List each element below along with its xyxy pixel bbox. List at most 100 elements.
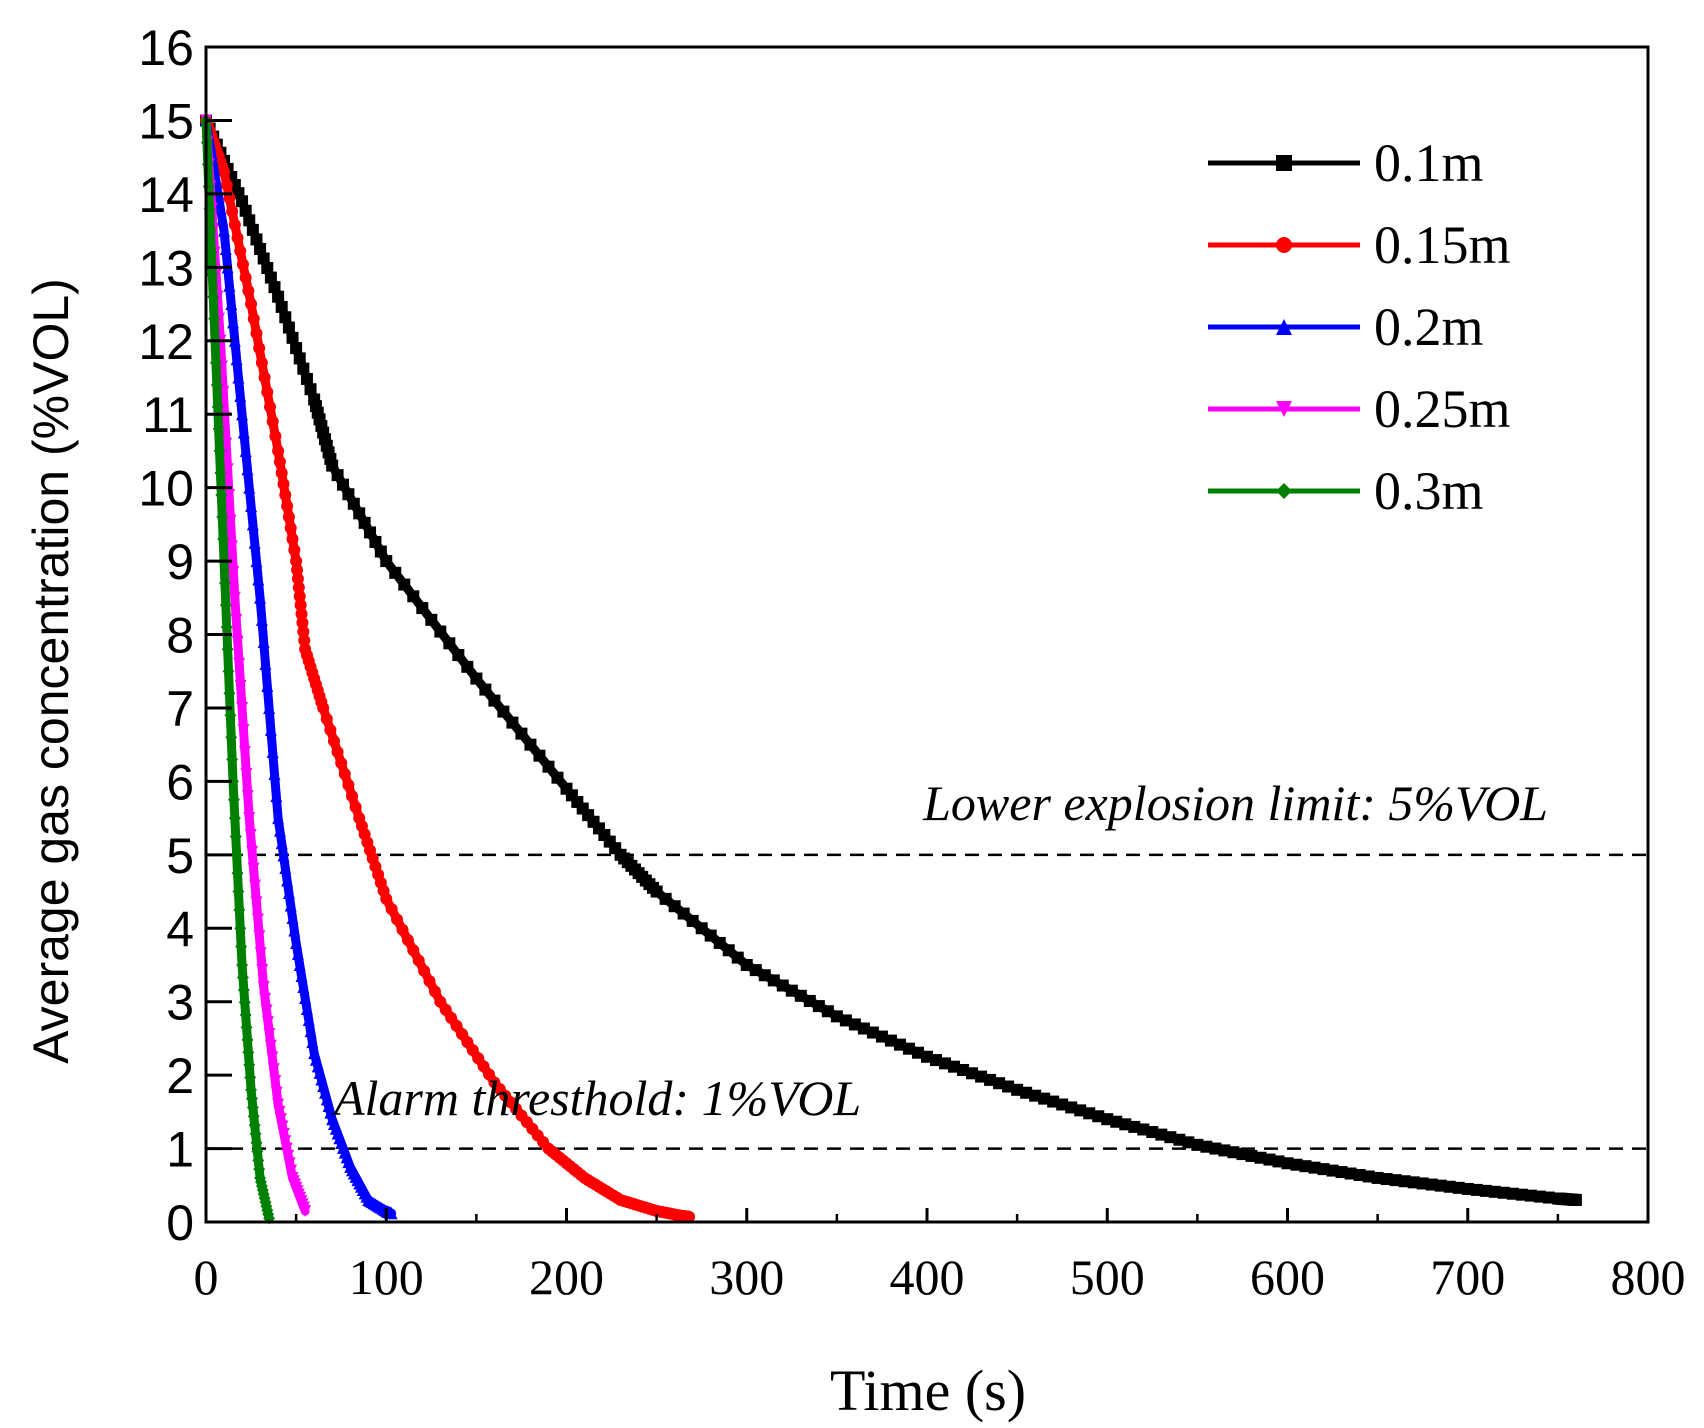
data-point [263,1028,276,1040]
data-point [243,812,256,825]
data-point [264,1039,277,1052]
data-point [1434,1179,1447,1192]
data-point [257,252,270,265]
legend-item-0.1m: 0.1m [1208,133,1484,193]
data-point [223,279,236,292]
data-point [246,518,259,531]
data-point [216,213,229,226]
data-point [1506,1187,1519,1200]
data-point [212,422,225,435]
data-point [317,1080,330,1093]
data-point [209,356,222,369]
data-point [266,746,279,758]
data-point [261,679,274,692]
y-tick-label: 11 [142,387,194,443]
data-point [244,828,257,841]
data-point [412,954,425,967]
data-point [291,563,304,576]
data-point [293,590,306,603]
data-point [234,245,247,258]
data-point [225,540,238,553]
data-point [1146,1126,1159,1139]
data-point [218,165,231,178]
data-point [1461,1182,1474,1195]
data-point [524,738,537,751]
data-point [272,444,285,457]
data-point [297,625,310,638]
data-point [331,746,344,758]
data-point [249,879,262,892]
data-point [252,1154,265,1167]
data-point [1524,1189,1537,1202]
annotations: Lower explosion limit: 5%VOL Alarm thres… [331,775,1548,1126]
legend-item-0.25m: 0.25m [1208,379,1511,439]
legend-label: 0.2m [1374,297,1484,357]
data-point [848,1018,861,1031]
legend-item-0.3m: 0.3m [1208,461,1484,521]
data-point [297,981,310,993]
data-point [1137,1123,1150,1136]
data-point [308,1047,321,1060]
reference-lines [206,853,1648,1150]
data-point [1101,1113,1114,1126]
data-point [239,204,252,217]
data-point [315,1073,328,1086]
data-point [250,555,263,568]
data-point [257,635,270,648]
y-tick-label: 10 [138,461,194,517]
x-tick-label: 800 [1611,1249,1686,1305]
data-point [227,793,240,806]
data-point [239,271,252,284]
data-point [260,1004,273,1017]
data-point [686,914,699,927]
data-point [336,478,349,491]
data-point [284,522,297,535]
data-point [1452,1181,1465,1194]
data-point [921,1050,933,1063]
data-point [1200,1140,1213,1153]
legend-marker [1276,237,1292,253]
y-tick-label: 8 [166,608,194,664]
data-point [776,979,789,992]
data-point [893,1038,906,1051]
data-point [266,415,279,428]
data-point [249,1127,262,1140]
x-axis-title: Time (s) [830,1358,1026,1423]
data-point [857,1022,870,1035]
data-point [243,1058,256,1071]
data-point [294,599,307,612]
data-point [398,578,411,591]
data-point [290,555,303,568]
data-point [238,996,251,1009]
data-point [374,545,387,558]
data-point [1488,1185,1501,1198]
data-point [331,469,344,482]
data-point [224,709,237,722]
data-point [246,1101,259,1114]
data-point [228,812,241,825]
data-point [277,849,290,862]
data-point [272,1098,285,1111]
y-tick-label: 14 [138,167,194,223]
data-point [353,507,366,520]
data-point [364,526,377,539]
data-point [1407,1176,1420,1189]
data-point [452,649,465,662]
data-point [231,867,244,880]
ticks-layer: 0 100 200 300 400 500 600 700 800012345678910111… [138,20,1685,1305]
data-point [275,837,288,850]
data-point [272,812,285,825]
y-tick-label: 15 [138,93,194,149]
y-tick-label: 1 [166,1122,194,1178]
data-point [342,779,355,792]
data-point [1569,1193,1582,1206]
data-point [1515,1188,1528,1201]
data-point [288,924,301,937]
data-point [264,271,277,284]
data-point [683,1210,696,1223]
data-point [272,290,285,303]
data-point [1110,1115,1123,1128]
series-0.15m [200,114,696,1223]
data-point [1263,1153,1276,1166]
data-point [234,922,247,935]
